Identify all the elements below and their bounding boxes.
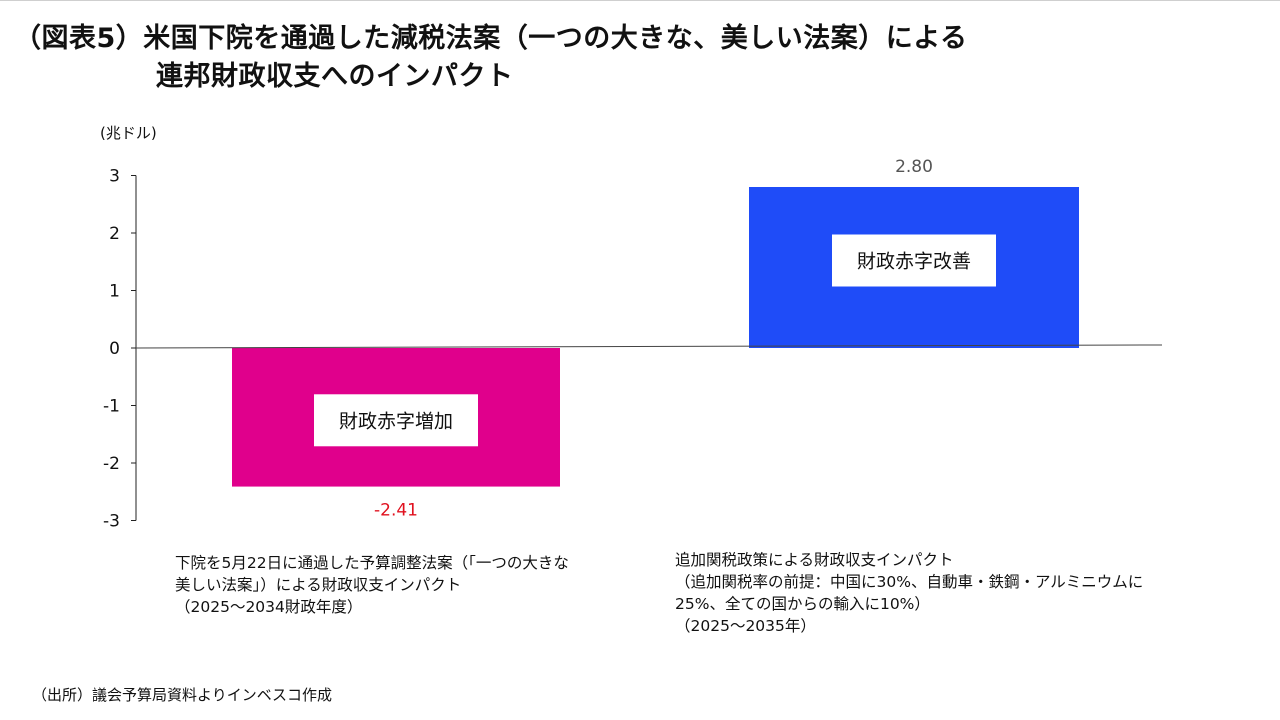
source-note: （出所）議会予算局資料よりインベスコ作成: [32, 686, 333, 704]
left-bar-description: 下院を5月22日に通過した予算調整法案（「一つの大きな 美しい法案」）による財政…: [175, 554, 569, 616]
title-line-2: 連邦財政収支へのインパクト: [156, 61, 514, 92]
page-title: （図表5）米国下院を通過した減税法案（一つの大きな、美しい法案）による 連邦財政…: [14, 20, 967, 96]
y-tick-label: 0: [109, 339, 120, 359]
bar-inner-label: 財政赤字増加: [339, 410, 453, 432]
bar-label-box: [832, 234, 996, 287]
y-tick-label: 1: [109, 282, 120, 302]
y-axis-unit-label: (兆ドル): [100, 124, 157, 142]
top-border: [0, 0, 1280, 1]
y-tick-label: -1: [103, 397, 120, 417]
y-tick-label: -2: [103, 454, 120, 474]
bar-label-box: [314, 394, 478, 447]
bar-value-label: 2.80: [895, 157, 933, 177]
zero-line: [135, 344, 1163, 349]
bar-inner-label: 財政赤字改善: [857, 251, 971, 273]
right-bar-description: 追加関税政策による財政収支インパクト （追加関税率の前提：中国に30%、自動車・…: [675, 551, 1144, 635]
y-tick-label: -3: [103, 512, 120, 532]
y-tick-label: 2: [109, 224, 120, 244]
title-line-1: （図表5）米国下院を通過した減税法案（一つの大きな、美しい法案）による: [14, 23, 968, 54]
bar-value-label: -2.41: [374, 501, 418, 521]
y-tick-label: 3: [109, 167, 120, 187]
